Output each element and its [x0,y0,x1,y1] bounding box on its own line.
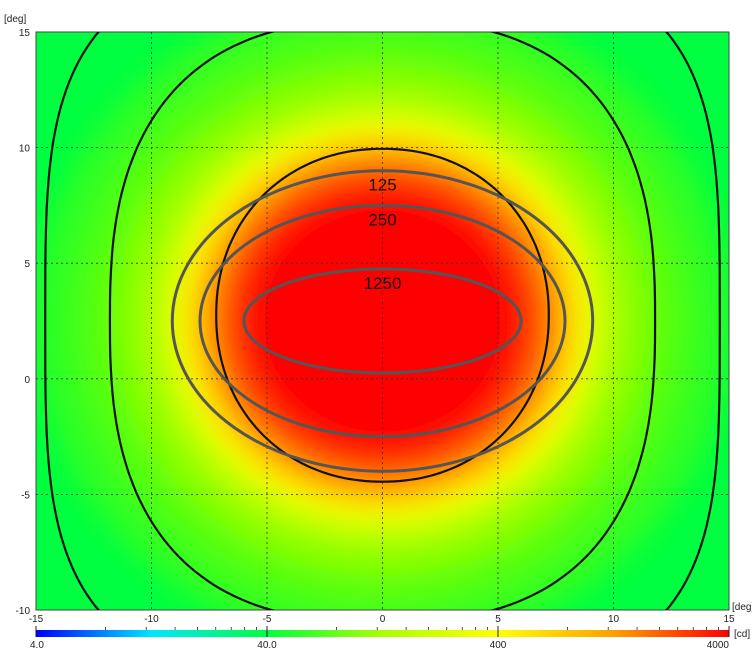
y-tick-label: 5 [24,259,30,270]
contour-label-125: 125 [368,176,396,195]
x-tick-label: -15 [29,614,44,625]
y-tick-label: 15 [19,28,31,39]
x-tick-label: -5 [263,614,272,625]
grid [36,32,729,610]
colorbar-gradient [36,630,729,637]
y-unit-label: [deg] [4,14,26,25]
contour-125 [170,169,595,473]
black-contour-2 [44,32,721,610]
x-unit-label: [deg] [732,602,752,613]
heat-level-9 [243,189,522,453]
black-contours [44,32,721,610]
colorbar-tick-label: 4.0 [30,640,44,650]
black-contour-0 [215,147,550,483]
colorbar-tick-label: 40.0 [257,640,277,650]
black-contour-1 [108,32,657,610]
heatmap-layers [36,32,729,610]
x-tick-label: 0 [380,614,386,625]
colorbar-tick-label: 4000 [707,640,730,650]
labeled-contours: 125 250 1250 [170,169,595,473]
colorbar: 4.0 40.0 400 4000 [cd] [30,626,750,650]
colorbar-tick-label: 400 [490,640,507,650]
y-tick-label: -10 [16,606,31,617]
x-tick-label: 15 [723,614,735,625]
x-tick-label: -10 [144,614,159,625]
y-tick-label: -5 [21,490,30,501]
y-tick-label: 10 [19,144,31,155]
colorbar-unit-label: [cd] [734,629,750,640]
contour-250 [198,203,567,439]
x-tick-label: 5 [495,614,501,625]
contour-label-1250: 1250 [364,274,402,293]
intensity-heatmap [36,32,729,610]
y-tick-label: 0 [24,375,30,386]
contour-label-250: 250 [368,210,396,229]
contour-1250 [242,267,523,375]
x-tick-label: 10 [608,614,620,625]
